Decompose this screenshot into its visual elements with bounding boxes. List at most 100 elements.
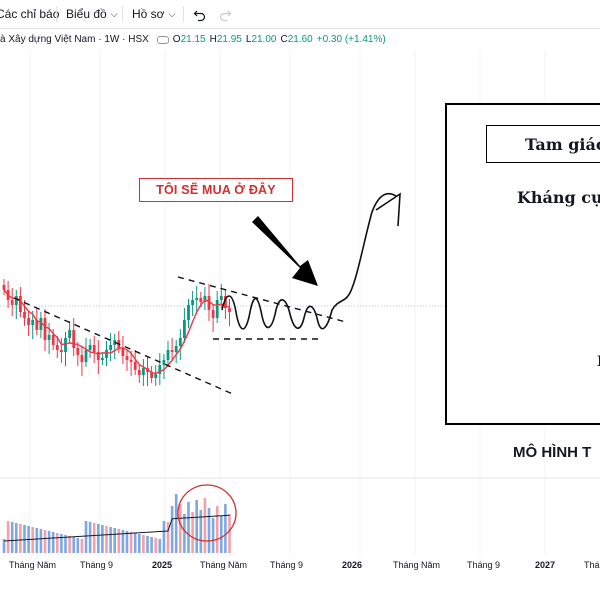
volume-bar [72,537,75,553]
high-key: H [209,34,217,45]
candle-body [203,296,207,302]
candle-body [150,372,153,378]
volume-bar [2,539,6,553]
legend-toggle-icon[interactable] [156,36,169,44]
x-axis-label: Tháng [584,560,600,570]
volume-bar [15,523,18,553]
profile-menu-label: Hồ sơ [132,7,165,21]
candle-body [23,312,26,318]
toolbar-divider [122,6,123,22]
candle-body [158,365,162,374]
pointer-arrow-icon [252,216,318,286]
volume-bar [170,506,174,553]
candle-body [215,300,219,318]
volume-bar [31,527,34,553]
volume-bar [224,504,227,553]
volume-bar [113,528,116,553]
volume-bar [187,502,190,553]
x-axis-label: Tháng 9 [467,560,501,570]
redo-button[interactable] [218,6,232,24]
x-axis-label: Tháng 9 [270,560,304,570]
candle-body [121,348,125,356]
candle-body [47,335,51,340]
volume-bar [51,532,55,553]
candle-body [219,296,223,300]
candle-body [125,356,129,360]
volume-bar [6,521,10,553]
candle-body [224,296,227,308]
undo-icon [193,10,206,22]
candle-body [14,296,18,305]
volume-bar [183,514,186,553]
volume-bar [84,521,88,553]
candle-body [51,335,55,345]
volume-bar [162,521,166,553]
x-axis-label: Tháng Năm [393,560,441,570]
top-toolbar: Các chỉ báo Biểu đồ ⌵ Hồ sơ ⌵ [0,0,600,29]
low-value: 21.00 [251,34,277,45]
volume-highlight-circle [177,484,237,542]
x-axis-label: 2027 [535,560,556,570]
volume-bar [43,530,47,553]
redo-icon [219,10,232,22]
indicators-label: Các chỉ báo [0,7,60,21]
candle-body [80,355,84,362]
candle-body [27,318,30,325]
candle-body [92,345,96,352]
candle-body [64,338,67,352]
volume-bar [56,533,59,553]
volume-bar [203,498,207,553]
buy-annotation[interactable]: TÔI SẼ MUA Ở ĐÂY [139,178,293,202]
undo-button[interactable] [193,6,207,24]
pattern-caption: MÔ HÌNH T [513,444,592,461]
candle-body [228,308,231,312]
x-axis-label: Tháng Năm [200,560,248,570]
candle-body [55,345,59,350]
indicators-menu[interactable]: Các chỉ báo [0,5,59,23]
candle-body [170,350,174,352]
support-label: I [597,354,600,370]
resistance-label: Kháng cự [517,188,600,207]
volume-bar [146,536,149,553]
volume-bar [191,512,194,553]
candle-body [174,346,178,352]
volume-bar [109,527,112,553]
candle-body [183,320,186,338]
high-value: 21.95 [216,34,242,45]
candle-body [178,338,182,346]
volume-bar [166,522,170,553]
volume-bar [125,531,129,553]
candle-body [72,330,76,348]
volume-bar [101,525,104,553]
chart-menu[interactable]: Biểu đồ ⌵ [66,5,118,23]
candle-body [154,374,158,378]
open-value: 21.15 [180,34,206,45]
volume-bars [2,494,231,553]
candle-body [35,320,39,330]
candle-body [39,318,43,330]
trendline-drawings[interactable] [13,276,347,396]
volume-bar [19,524,22,553]
open-key: O [172,34,181,45]
candle-body [195,298,199,300]
volume-ma-line [3,514,230,542]
volume-bar [199,510,203,553]
volume-bar [215,506,219,553]
candle-body [211,310,215,318]
profile-menu[interactable]: Hồ sơ ⌵ [132,5,175,23]
chevron-down-icon: ⌵ [168,9,176,19]
candle-body [2,285,6,290]
volume-bar [220,516,223,553]
downtrend-line[interactable] [13,297,236,396]
volume-bar [211,518,215,553]
volume-bar [154,538,157,553]
volume-bar [35,528,39,553]
triangle-upper-line[interactable] [177,276,347,323]
candle-body [84,350,88,362]
chart-menu-label: Biểu đồ [66,7,107,21]
volume-bar [92,523,96,553]
candle-body [76,348,80,355]
volume-bar [76,538,80,553]
